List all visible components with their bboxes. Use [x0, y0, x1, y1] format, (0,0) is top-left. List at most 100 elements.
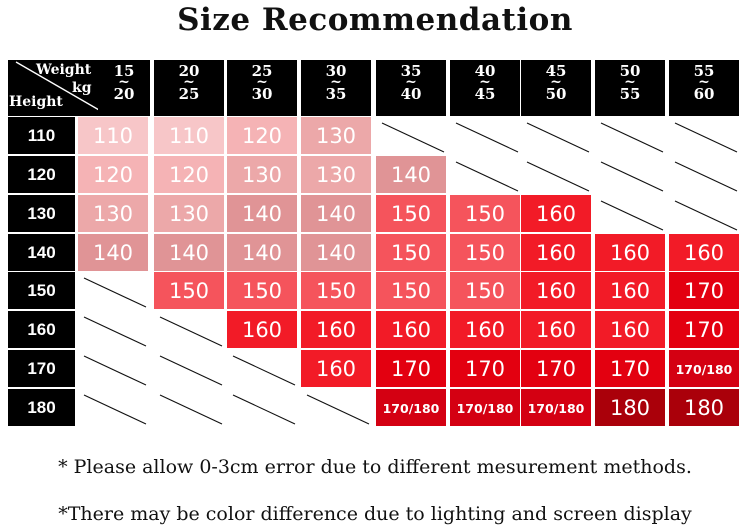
diagonal-line: [674, 200, 738, 231]
height-header-120: 120: [8, 156, 75, 193]
size-cell: 170/180: [376, 389, 446, 426]
not-available-cell: [301, 389, 371, 426]
size-table: 15 ~20 20 ~25 25 ~30 30 ~35 35 ~40 40 ~45 45 ~50 50 ~55…: [8, 60, 739, 426]
size-cell: 150: [376, 195, 446, 232]
weight-to: 30: [251, 85, 273, 103]
diagonal-line: [306, 394, 370, 425]
weight-header-1: 20 ~25: [154, 60, 224, 116]
weight-tilde: ~: [698, 74, 710, 90]
diagonal-line: [159, 355, 223, 386]
not-available-cell: [78, 350, 148, 387]
diagonal-line: [159, 394, 223, 425]
diagonal-line: [674, 161, 738, 192]
weight-header-5: 40 ~45: [450, 60, 520, 116]
not-available-cell: [450, 156, 520, 193]
weight-to: 40: [400, 85, 422, 103]
unit-label: kg: [72, 80, 92, 96]
size-cell: 170: [376, 350, 446, 387]
height-label: Height: [9, 94, 63, 110]
size-cell: 150: [376, 272, 446, 309]
size-cell: 160: [669, 234, 739, 271]
not-available-cell: [154, 350, 224, 387]
diagonal-line: [526, 122, 590, 153]
weight-from: 50: [619, 62, 641, 80]
weight-from: 30: [325, 62, 347, 80]
height-header-180: 180: [8, 389, 75, 426]
size-cell: 170/180: [450, 389, 520, 426]
size-cell: 150: [376, 234, 446, 271]
weight-from: 20: [178, 62, 200, 80]
size-cell: 160: [227, 311, 297, 348]
size-cell: 130: [154, 195, 224, 232]
not-available-cell: [376, 117, 446, 154]
diagonal-line: [674, 122, 738, 153]
size-cell: 160: [301, 311, 371, 348]
weight-label: Weight: [36, 62, 92, 78]
size-cell: 160: [301, 350, 371, 387]
diagonal-line: [232, 355, 296, 386]
size-cell: 140: [154, 234, 224, 271]
diagonal-line: [600, 200, 664, 231]
not-available-cell: [595, 195, 665, 232]
size-cell: 140: [227, 234, 297, 271]
height-header-140: 140: [8, 234, 75, 271]
not-available-cell: [227, 389, 297, 426]
size-cell: 110: [154, 117, 224, 154]
size-cell: 150: [301, 272, 371, 309]
page-title: Size Recommendation: [177, 2, 573, 38]
not-available-cell: [669, 195, 739, 232]
size-cell: 150: [154, 272, 224, 309]
weight-tilde: ~: [118, 74, 130, 90]
weight-tilde: ~: [550, 74, 562, 90]
size-cell: 130: [78, 195, 148, 232]
size-cell: 160: [521, 272, 591, 309]
weight-to: 60: [693, 85, 715, 103]
diagonal-line: [455, 161, 519, 192]
diagonal-line: [381, 122, 445, 153]
size-cell: 140: [227, 195, 297, 232]
size-cell: 160: [595, 311, 665, 348]
not-available-cell: [78, 272, 148, 309]
weight-header-8: 55 ~60: [669, 60, 739, 116]
size-cell: 150: [450, 272, 520, 309]
size-cell: 160: [376, 311, 446, 348]
color-note: *There may be color difference due to li…: [58, 503, 692, 525]
size-cell: 180: [669, 389, 739, 426]
weight-to: 50: [545, 85, 567, 103]
not-available-cell: [595, 117, 665, 154]
size-cell: 170: [521, 350, 591, 387]
size-cell: 120: [154, 156, 224, 193]
corner-diagonal-line: [15, 61, 107, 115]
weight-tilde: ~: [405, 74, 417, 90]
not-available-cell: [521, 117, 591, 154]
size-cell: 150: [227, 272, 297, 309]
weight-header-4: 35 ~40: [376, 60, 446, 116]
size-cell: 170: [669, 311, 739, 348]
weight-header-7: 50 ~55: [595, 60, 665, 116]
weight-from: 55: [693, 62, 715, 80]
size-cell: 170/180: [669, 350, 739, 387]
not-available-cell: [450, 117, 520, 154]
size-cell: 170: [669, 272, 739, 309]
diagonal-line: [526, 161, 590, 192]
size-cell: 170: [595, 350, 665, 387]
size-cell: 120: [227, 117, 297, 154]
not-available-cell: [521, 156, 591, 193]
diagonal-line: [83, 355, 147, 386]
error-note: * Please allow 0-3cm error due to differ…: [58, 456, 692, 478]
weight-header-6: 45 ~50: [521, 60, 591, 116]
weight-tilde: ~: [183, 74, 195, 90]
size-cell: 130: [227, 156, 297, 193]
diagonal-line: [600, 161, 664, 192]
size-cell: 120: [78, 156, 148, 193]
not-available-cell: [669, 117, 739, 154]
size-cell: 130: [301, 117, 371, 154]
height-header-160: 160: [8, 311, 75, 348]
size-cell: 160: [521, 234, 591, 271]
weight-from: 25: [251, 62, 273, 80]
size-cell: 130: [301, 156, 371, 193]
size-cell: 140: [301, 195, 371, 232]
weight-header-2: 25 ~30: [227, 60, 297, 116]
weight-tilde: ~: [624, 74, 636, 90]
weight-from: 15: [113, 62, 135, 80]
